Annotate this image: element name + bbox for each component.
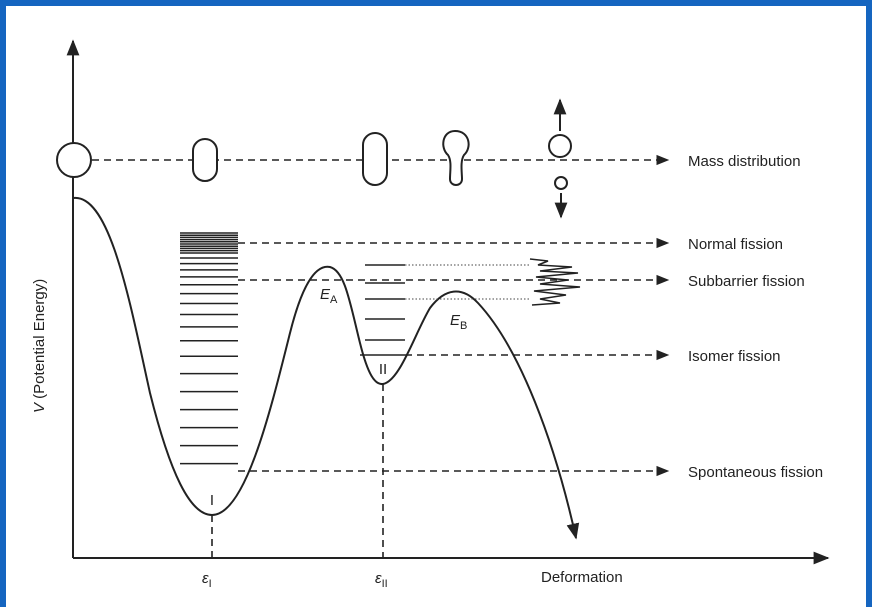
well-label: I xyxy=(210,492,214,509)
diagram: V (Potential Energy) Deformation εI εII … xyxy=(6,6,866,613)
symbol: V xyxy=(31,401,48,413)
levels-well-1 xyxy=(180,233,238,464)
subscript: I xyxy=(209,578,212,590)
subscript: II xyxy=(382,578,388,590)
x-tick: εI xyxy=(202,570,212,590)
levels-well-2 xyxy=(360,265,405,355)
well-label: II xyxy=(379,361,387,378)
y-axis-label: V (Potential Energy) xyxy=(31,279,48,413)
process-label: Subbarrier fission xyxy=(688,273,805,290)
process-label: Mass distribution xyxy=(688,153,801,170)
x-axis-label: Deformation xyxy=(541,569,623,586)
process-label: Isomer fission xyxy=(688,348,781,365)
barrier-label: EB xyxy=(450,312,467,332)
fragment xyxy=(549,135,571,157)
label: (Potential Energy) xyxy=(31,279,48,399)
x-tick: εII xyxy=(375,570,388,590)
fragment xyxy=(555,177,567,189)
frame: V (Potential Energy) Deformation εI εII … xyxy=(0,0,872,607)
sphere xyxy=(57,143,91,177)
subscript: B xyxy=(460,320,467,332)
spectrum xyxy=(530,259,580,305)
subscript: A xyxy=(330,294,338,306)
capsule xyxy=(193,139,217,181)
potential-curve xyxy=(73,198,576,538)
process-label: Normal fission xyxy=(688,236,783,253)
capsule xyxy=(363,133,387,185)
barrier-label: EA xyxy=(320,286,338,306)
peanut-shape xyxy=(443,131,468,185)
process-label: Spontaneous fission xyxy=(688,464,823,481)
